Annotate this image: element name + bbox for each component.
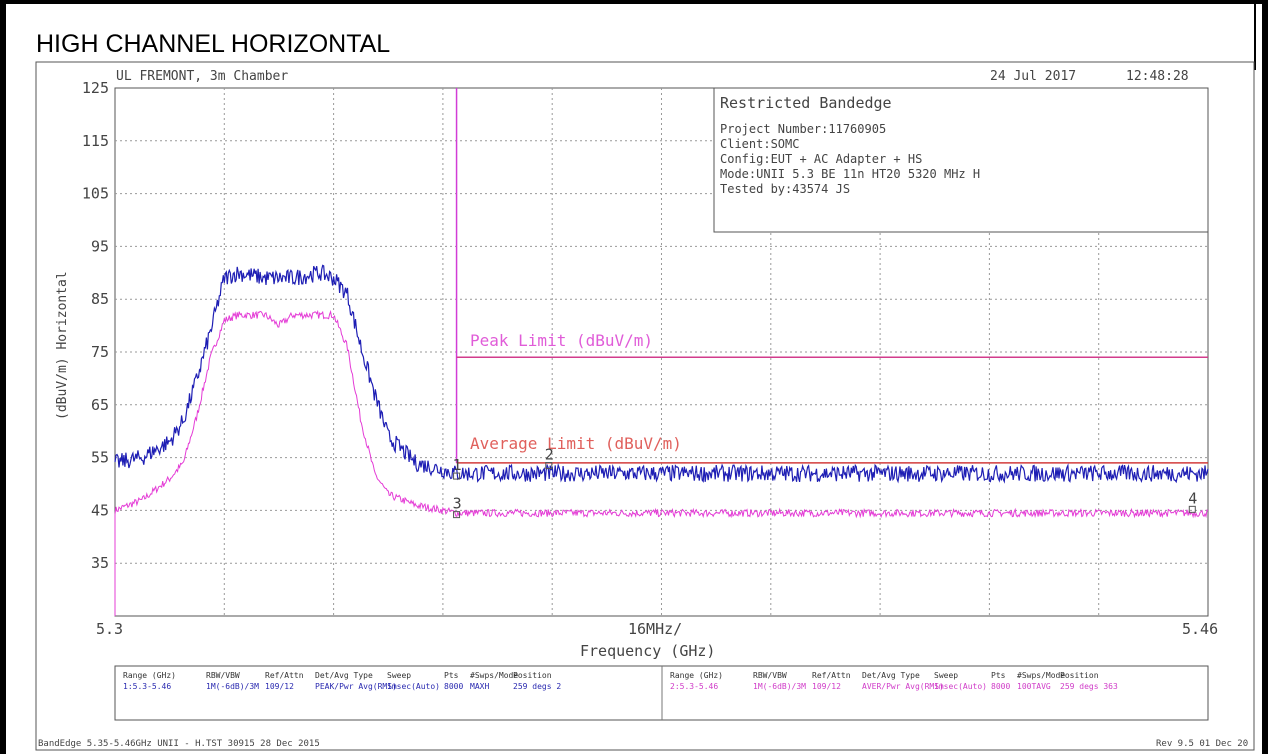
settings-table-cells: Range (GHz) 1:5.3-5.46 RBW/VBW 1M(-6dB)/3M R…: [123, 671, 1118, 691]
settings-header: Sweep: [387, 671, 411, 680]
info-line-tested-by: Tested by:43574 JS: [720, 182, 850, 196]
settings-cell: 1:5.3-5.46: [123, 682, 171, 691]
marker-4: [1188, 505, 1196, 513]
marker-label: 4: [1188, 489, 1197, 507]
y-tick-label: 75: [91, 343, 109, 361]
info-line-project: Project Number:11760905: [720, 122, 886, 136]
plot-outer-frame: [35, 61, 1255, 751]
settings-header: #Swps/Mode: [470, 671, 518, 680]
settings-cell: 100TAVG: [1017, 682, 1051, 691]
frame-top-border: [0, 0, 1268, 4]
info-box: [713, 87, 1209, 233]
settings-header: Range (GHz): [123, 671, 176, 680]
settings-header: Range (GHz): [670, 671, 723, 680]
y-tick-labels: 125 115 105 95 85 75 65 55 45 35: [82, 79, 109, 572]
marker-1: [453, 472, 461, 480]
y-tick-label: 35: [91, 554, 109, 572]
frame-inner-border: [1254, 0, 1256, 70]
y-tick-label: 45: [91, 501, 109, 519]
settings-cell: 109/12: [812, 682, 841, 691]
footer-left: BandEdge 5.35-5.46GHz UNII - H.TST 30915…: [38, 739, 320, 749]
settings-header: RBW/VBW: [206, 671, 240, 680]
settings-header: RBW/VBW: [753, 671, 787, 680]
x-start-label: 5.3: [96, 620, 123, 638]
y-tick-label: 65: [91, 396, 109, 414]
info-box-title: Restricted Bandedge: [720, 94, 892, 112]
x-axis-label: Frequency (GHz): [580, 642, 715, 660]
settings-header: Sweep: [934, 671, 958, 680]
settings-cell: 1M(-6dB)/3M: [753, 682, 806, 691]
y-tick-label: 95: [91, 237, 109, 255]
settings-header: Ref/Attn: [265, 671, 304, 680]
settings-cell: 1M(-6dB)/3M: [206, 682, 259, 691]
page-title: HIGH CHANNEL HORIZONTAL: [36, 30, 391, 58]
header-lab: UL FREMONT, 3m Chamber: [116, 69, 288, 84]
peak-trace: [114, 264, 1209, 484]
marker-label: 3: [453, 495, 462, 513]
header-time: 12:48:28: [1126, 69, 1189, 84]
header-date: 24 Jul 2017: [990, 69, 1076, 84]
frame-left-border: [0, 0, 6, 754]
y-tick-label: 55: [91, 449, 109, 467]
marker-label: 1: [453, 456, 462, 474]
average-trace: [114, 309, 1209, 616]
peak-limit-label: Peak Limit (dBuV/m): [470, 331, 653, 350]
y-tick-label: 85: [91, 290, 109, 308]
settings-cell: 8000: [444, 682, 463, 691]
settings-header: Position: [1060, 671, 1099, 680]
settings-cell: 259 degs 2: [513, 682, 561, 691]
settings-header: Det/Avg Type: [862, 671, 920, 680]
footer-right: Rev 9.5 01 Dec 20: [1156, 739, 1248, 749]
settings-cell: AVER/Pwr Avg(RMS): [862, 682, 944, 691]
settings-cell: PEAK/Pwr Avg(RMS): [315, 682, 397, 691]
info-line-config: Config:EUT + AC Adapter + HS: [720, 152, 922, 166]
frame-right-border: [1262, 0, 1268, 754]
settings-header: Pts: [444, 671, 459, 680]
y-axis-label: (dBuV/m) Horizontal: [55, 271, 70, 420]
y-tick-label: 105: [82, 185, 109, 203]
info-line-client: Client:SOMC: [720, 137, 799, 151]
settings-header: Position: [513, 671, 552, 680]
settings-cell: 1msec(Auto): [934, 682, 987, 691]
x-center-label: 16MHz/: [628, 620, 682, 638]
settings-header: Pts: [991, 671, 1006, 680]
settings-header: Det/Avg Type: [315, 671, 373, 680]
settings-cell: 259 degs 363: [1060, 682, 1118, 691]
marker-2: [545, 462, 553, 470]
y-tick-label: 115: [82, 132, 109, 150]
settings-header: Ref/Attn: [812, 671, 851, 680]
trace-markers: 1 2 3 4: [453, 446, 1197, 519]
y-tick-label: 125: [82, 79, 109, 97]
settings-cell: 2:5.3-5.46: [670, 682, 718, 691]
settings-cell: 8000: [991, 682, 1010, 691]
marker-3: [453, 511, 461, 519]
x-end-label: 5.46: [1182, 620, 1218, 638]
marker-label: 2: [545, 446, 554, 464]
average-limit-label: Average Limit (dBuV/m): [470, 434, 682, 453]
info-line-mode: Mode:UNII 5.3 BE 11n HT20 5320 MHz H: [720, 167, 980, 181]
settings-cell: 109/12: [265, 682, 294, 691]
settings-cell: 1msec(Auto): [387, 682, 440, 691]
settings-cell: MAXH: [470, 682, 489, 691]
settings-header: #Swps/Mode: [1017, 671, 1065, 680]
